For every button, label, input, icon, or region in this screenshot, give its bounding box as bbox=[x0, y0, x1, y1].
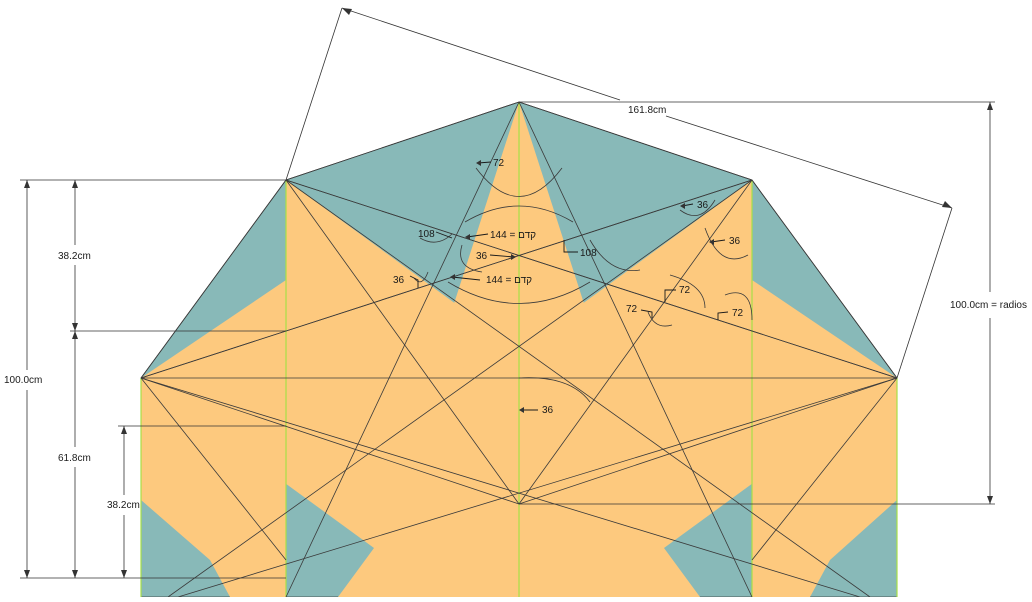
construction-lines bbox=[140, 101, 898, 598]
angle-144-upper: 144 = קדם bbox=[490, 230, 536, 241]
arc-72-right-b bbox=[647, 311, 673, 327]
arrow-left-inner-top bbox=[121, 426, 127, 434]
star-fill-left bbox=[141, 180, 430, 378]
arc-144-upper bbox=[464, 205, 574, 223]
star-line-6 bbox=[167, 179, 753, 598]
lower-right-edge bbox=[751, 377, 898, 561]
star-line-10 bbox=[518, 377, 898, 505]
angle-108-left: 108 bbox=[418, 229, 435, 240]
arrow-36-right-mid bbox=[709, 239, 714, 245]
star-fill-bottom-right bbox=[752, 378, 897, 597]
star-line-9 bbox=[140, 377, 520, 505]
star-line-12 bbox=[518, 179, 753, 505]
outer-edge-left bbox=[140, 179, 287, 379]
arc-72-top bbox=[475, 167, 563, 197]
dim-top-diag-ext-right bbox=[896, 207, 953, 379]
outer-edge-top-right bbox=[518, 101, 753, 181]
dim-top-diag-ext-left bbox=[285, 7, 343, 181]
arrow-top-diag-right bbox=[942, 201, 952, 208]
star-line-13 bbox=[140, 179, 753, 379]
outer-edge-right bbox=[751, 179, 898, 379]
arrowheads bbox=[24, 8, 993, 578]
arrow-top-diag-left bbox=[342, 8, 352, 15]
arrow-right-bottom bbox=[987, 496, 993, 504]
pointer-108-right bbox=[563, 240, 578, 253]
angle-72-right-a: 72 bbox=[679, 285, 691, 296]
star-upper-left-arm bbox=[286, 180, 519, 378]
angle-arcs bbox=[413, 167, 753, 403]
arc-36-left bbox=[413, 271, 429, 283]
arc-144-lower bbox=[447, 281, 591, 304]
angle-144-lower: 144 = קדם bbox=[486, 275, 532, 286]
angle-36-right-mid: 36 bbox=[729, 236, 741, 247]
arc-108-right bbox=[589, 239, 641, 272]
label-left-total: 100.0cm bbox=[4, 375, 42, 386]
angle-36-axis: 36 bbox=[542, 405, 554, 416]
arrow-left-lower-bottom bbox=[72, 570, 78, 578]
star-fill-bottom-left bbox=[141, 378, 286, 597]
arrow-144-upper bbox=[465, 234, 470, 240]
angle-72-right-c: 72 bbox=[732, 308, 744, 319]
arrow-36-right-top bbox=[680, 203, 685, 209]
arrow-36-center bbox=[511, 254, 516, 260]
green-guides bbox=[140, 102, 898, 597]
star-line-7 bbox=[140, 377, 861, 598]
arrow-left-total-top bbox=[24, 180, 30, 188]
pointer-72-right-c bbox=[717, 311, 729, 320]
arc-72-right-a bbox=[669, 274, 706, 309]
arc-108-left bbox=[419, 233, 453, 243]
lower-left-edge bbox=[140, 377, 287, 561]
label-left-inner: 38.2cm bbox=[107, 500, 140, 511]
arrow-left-upper-top bbox=[72, 180, 78, 188]
arrow-left-inner-bottom bbox=[121, 570, 127, 578]
star-line-2 bbox=[518, 101, 753, 598]
arc-36-right-top bbox=[679, 199, 716, 217]
pointer-36-center bbox=[489, 254, 515, 258]
pointer-144-lower bbox=[451, 276, 481, 281]
arc-36-axis bbox=[518, 377, 591, 403]
dimension-labels: 161.8cm 100.0cm = radios 100.0cm 38.2cm … bbox=[4, 105, 1027, 511]
dim-top-diag-main-a bbox=[341, 7, 621, 101]
pointer-36-left bbox=[409, 275, 419, 288]
angle-72-top: 72 bbox=[493, 158, 505, 169]
label-left-upper: 38.2cm bbox=[58, 251, 91, 262]
outer-edge-top-left bbox=[285, 101, 520, 181]
arrow-72-top bbox=[476, 160, 481, 166]
pointer-144-upper bbox=[466, 233, 489, 238]
star-line-8 bbox=[177, 377, 898, 598]
dimension-lines bbox=[20, 7, 995, 579]
pointer-72-right-b bbox=[640, 309, 653, 318]
label-top-diagonal: 161.8cm bbox=[628, 105, 666, 116]
dim-top-diag-main-b bbox=[665, 115, 953, 209]
arrow-left-lower-top bbox=[72, 331, 78, 339]
arrow-144-lower bbox=[450, 274, 455, 280]
star-fill-right bbox=[608, 180, 897, 378]
pointer-72-right-a bbox=[664, 289, 676, 302]
label-left-lower: 61.8cm bbox=[58, 453, 91, 464]
pointer-108-left bbox=[435, 231, 453, 239]
star-line-5 bbox=[285, 179, 871, 598]
star-line-1 bbox=[285, 101, 520, 598]
arrow-left-upper-bottom bbox=[72, 323, 78, 331]
label-right-radius: 100.0cm = radios bbox=[950, 300, 1027, 311]
angle-72-right-b: 72 bbox=[626, 304, 638, 315]
arc-36-right-mid bbox=[704, 227, 749, 260]
arc-36-center bbox=[460, 244, 483, 273]
angle-108-right: 108 bbox=[580, 248, 597, 259]
angle-labels: 72 108 144 = קדם 36 108 36 144 = קדם 36 … bbox=[393, 158, 744, 416]
arrow-right-top bbox=[987, 102, 993, 110]
angle-36-left: 36 bbox=[393, 275, 405, 286]
arc-72-right-c bbox=[724, 292, 753, 321]
arrow-36-axis bbox=[519, 407, 524, 413]
star-line-11 bbox=[285, 179, 520, 505]
arrow-left-total-bottom bbox=[24, 570, 30, 578]
star-line-14 bbox=[285, 179, 898, 379]
angle-36-center: 36 bbox=[476, 251, 488, 262]
angle-36-right-top: 36 bbox=[697, 200, 709, 211]
star-upper-right-arm bbox=[519, 180, 752, 378]
